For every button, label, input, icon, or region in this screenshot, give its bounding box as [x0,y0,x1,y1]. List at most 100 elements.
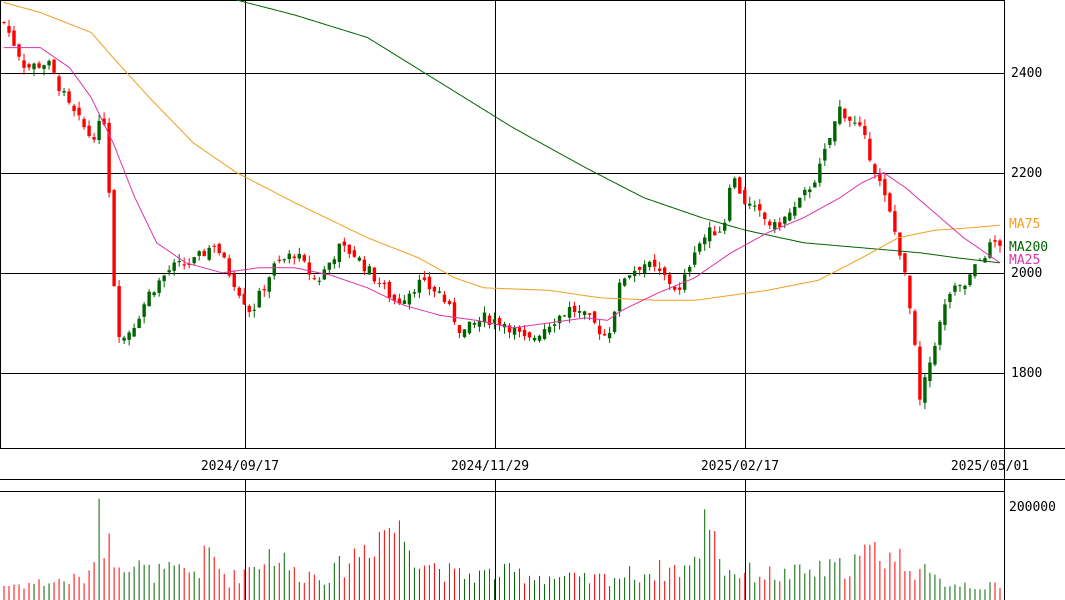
candle-body [182,264,186,266]
candle-body [7,26,11,33]
candle-body [497,317,502,326]
candle-body [537,335,542,341]
candle-body [152,292,156,296]
candle-body [427,276,432,290]
candle-body [788,212,792,221]
candle-body [803,189,807,196]
candle-body [713,231,717,236]
candle-body [332,259,337,265]
candle-body [838,106,842,124]
ma200-line [236,0,1001,264]
candle-body [672,286,677,290]
candle-body [147,291,151,307]
candle-body [307,262,312,275]
candle-body [512,327,517,335]
candle-body [352,250,357,257]
candle-body [157,280,161,293]
price-tick-label: 2200 [1011,166,1042,181]
candle-body [878,174,882,182]
candle-body [462,329,467,337]
candle-body [617,282,622,312]
candle-body [993,240,997,242]
date-tick-label: 2025/02/17 [701,459,779,474]
candle-body [267,277,271,292]
candle-body [212,245,216,247]
candle-body [467,321,472,334]
candle-body [532,337,537,341]
candle-body [898,232,902,256]
candle-body [923,377,927,403]
candle-body [527,332,532,338]
candle-body [167,270,171,273]
candle-body [828,138,832,145]
candle-body [587,313,592,315]
candle-body [778,222,782,228]
candle-body [592,311,597,323]
candle-body [492,319,497,323]
candle-body [132,327,136,337]
candle-body [367,266,372,275]
candle-body [227,258,231,276]
candle-body [477,320,482,327]
candle-body [357,257,362,261]
candle-body [277,259,281,261]
candle-body [397,298,402,304]
candle-body [933,345,937,365]
candle-body [557,315,562,324]
candle-body [848,116,852,121]
candle-body [627,275,632,278]
candle-body [988,242,992,258]
candle-body [793,206,797,216]
candle-body [337,243,342,262]
candle-body [117,285,121,338]
candle-body [597,325,602,335]
candle-body [457,325,462,334]
candle-body [392,294,397,301]
date-tick-label: 2025/05/01 [951,459,1029,474]
candle-body [207,247,211,260]
candle-body [312,278,317,280]
candle-body [507,325,512,333]
candle-body [482,312,487,323]
candle-body [703,237,707,245]
candle-body [928,362,932,382]
candle-body [22,60,26,68]
candle-body [172,262,176,271]
date-tick-labels: 2024/09/17 2024/11/29 2025/02/17 2025/05… [201,459,1029,474]
candle-body [232,273,236,288]
candle-body [2,22,6,24]
candle-body [402,300,407,304]
candle-body [938,321,942,345]
candle-body [948,293,952,303]
candle-body [17,44,21,57]
candle-body [272,263,276,276]
candle-body [442,294,447,303]
candle-body [612,311,617,332]
candle-body [452,302,457,323]
candle-body [297,253,301,259]
candle-body [863,126,867,135]
candle-body [52,59,56,73]
candle-body [177,260,181,263]
candle-body [102,118,106,125]
candle-body [743,189,747,204]
candle-body [12,30,16,46]
candle-body [677,287,682,290]
candle-body [287,253,291,260]
candle-body [883,179,887,196]
candle-body [647,261,652,268]
candle-body [202,251,206,257]
candle-body [387,281,392,298]
candle-body [903,253,907,273]
candle-body [217,243,221,254]
candle-body [67,91,71,103]
candle-body [662,267,667,276]
volume-tick-label: 200000 [1009,500,1056,515]
candle-body [382,282,387,285]
candle-body [818,163,822,183]
candle-body [377,283,382,285]
candle-body [953,285,957,292]
candle-body [748,203,752,206]
candle-body [97,120,101,141]
